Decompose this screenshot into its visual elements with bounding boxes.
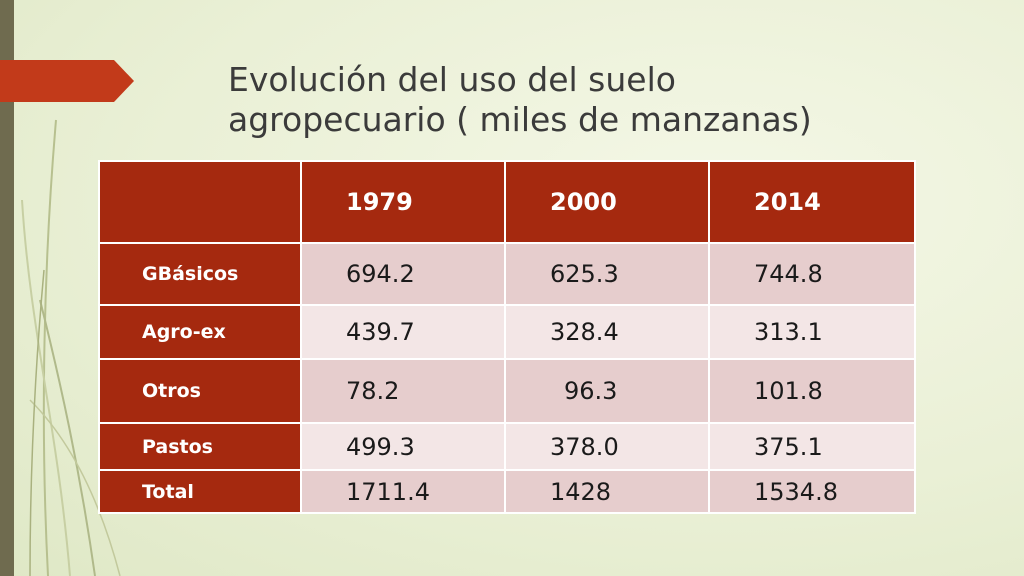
table-row: GBásicos 694.2 625.3 744.8 [98,242,916,306]
header-cell-2014: 2014 [708,160,916,244]
row-label-agro-ex: Agro-ex [98,304,302,360]
table-cell: 499.3 [300,422,506,471]
table-row: Otros 78.2 96.3 101.8 [98,358,916,424]
header-cell-1979: 1979 [300,160,506,244]
table-cell: 313.1 [708,304,916,360]
title-arrow-icon [0,60,134,102]
table-cell: 101.8 [708,358,916,424]
table-cell: 96.3 [504,358,710,424]
header-cell-empty [98,160,302,244]
table-cell: 328.4 [504,304,710,360]
row-label-otros: Otros [98,358,302,424]
table-cell: 439.7 [300,304,506,360]
left-accent-bar [0,0,14,576]
table-cell: 1711.4 [300,469,506,514]
table-header-row: 1979 2000 2014 [98,160,916,244]
row-label-total: Total [98,469,302,514]
table-cell: 1428 [504,469,710,514]
land-use-table: 1979 2000 2014 GBásicos 694.2 625.3 744.… [98,160,916,514]
table-row: Pastos 499.3 378.0 375.1 [98,422,916,471]
table-cell: 625.3 [504,242,710,306]
table-row: Agro-ex 439.7 328.4 313.1 [98,304,916,360]
table-cell: 375.1 [708,422,916,471]
table-cell: 1534.8 [708,469,916,514]
table-cell: 378.0 [504,422,710,471]
header-cell-2000: 2000 [504,160,710,244]
table-cell: 78.2 [300,358,506,424]
row-label-gbasicos: GBásicos [98,242,302,306]
table-cell: 744.8 [708,242,916,306]
slide-title: Evolución del uso del suelo agropecuario… [228,60,812,139]
table-row: Total 1711.4 1428 1534.8 [98,469,916,514]
row-label-pastos: Pastos [98,422,302,471]
decorative-curves [21,119,121,576]
table-cell: 694.2 [300,242,506,306]
